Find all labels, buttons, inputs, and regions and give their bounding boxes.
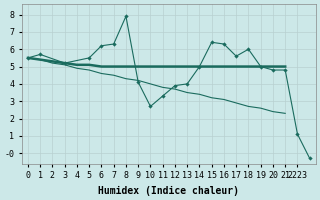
X-axis label: Humidex (Indice chaleur): Humidex (Indice chaleur) xyxy=(98,186,239,196)
